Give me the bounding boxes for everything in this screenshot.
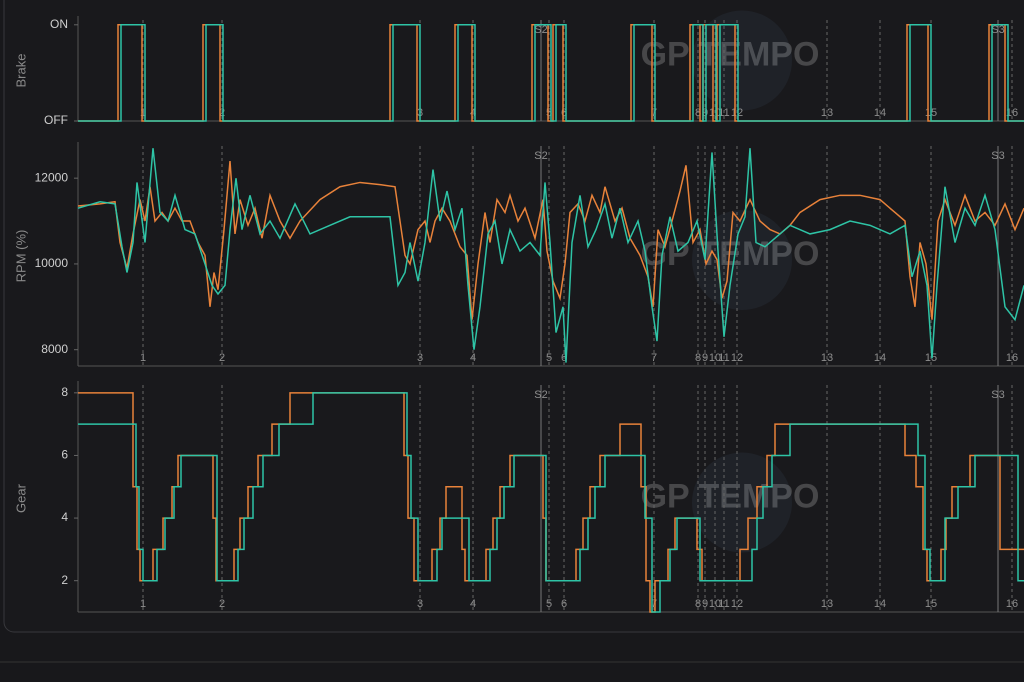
y-tick-label: 6 [61,448,68,462]
card [3,0,1024,633]
corner-label: 7 [651,107,657,119]
corner-label: 6 [561,598,567,610]
corner-label: 1 [140,352,146,364]
y-tick-label: 10000 [35,256,69,270]
corner-label: 3 [417,352,423,364]
sector-label: S3 [991,389,1004,401]
corner-label: 10 [709,107,721,119]
corner-label: 11 [718,352,729,364]
corner-label: 11 [718,107,729,119]
corner-label: 5 [546,107,552,119]
y-tick-label: OFF [44,113,68,127]
corner-label: 2 [219,107,225,119]
series-line [77,148,1024,363]
corner-label: 9 [702,598,708,610]
corner-label: 2 [219,352,225,364]
corner-label: 16 [1006,352,1018,364]
y-tick-label: 8 [61,385,68,399]
corner-label: 13 [821,598,833,610]
corner-label: 8 [695,598,701,610]
corner-label: 9 [702,352,708,364]
corner-label: 7 [651,352,657,364]
corner-label: 13 [821,352,833,364]
corner-label: 12 [731,352,743,364]
series-line [78,392,1024,613]
corner-label: 15 [925,352,937,364]
corner-label: 2 [219,598,225,610]
y-axis-label: Brake [13,54,28,88]
sector-label: S3 [991,150,1004,162]
y-axis-label: Gear [13,483,28,513]
corner-label: 4 [470,598,476,610]
corner-label: 15 [925,598,937,610]
sector-label: S2 [534,24,547,36]
corner-label: 5 [546,598,552,610]
corner-label: 13 [821,107,833,119]
corner-label: 14 [874,352,886,364]
corner-label: 4 [470,107,476,119]
corner-label: 5 [546,352,552,364]
corner-label: 4 [470,352,476,364]
sector-label: S3 [991,24,1004,36]
corner-label: 9 [702,107,708,119]
corner-label: 14 [874,107,886,119]
corner-label: 1 [140,598,146,610]
series-line [77,160,1024,320]
corner-label: 3 [417,598,423,610]
corner-label: 12 [731,598,743,610]
y-tick-label: 12000 [35,170,69,184]
corner-label: 12 [731,107,743,119]
corner-label: 11 [718,598,729,610]
corner-label: 7 [651,598,657,610]
corner-label: 1 [140,107,146,119]
series-line [78,24,1024,122]
y-tick-label: ON [50,17,68,31]
corner-label: 10 [709,352,721,364]
corner-label: 14 [874,598,886,610]
corner-label: 6 [561,352,567,364]
y-tick-label: 8000 [41,342,68,356]
corner-label: 16 [1006,598,1018,610]
corner-label: 8 [695,107,701,119]
y-tick-label: 2 [61,573,68,587]
watermark: GP TEMPO [641,477,820,515]
sector-label: S2 [534,389,547,401]
corner-label: 16 [1006,107,1018,119]
corner-label: 10 [709,598,721,610]
watermark: GP TEMPO [641,35,820,73]
corner-label: 6 [561,107,567,119]
corner-label: 8 [695,352,701,364]
sector-label: S2 [534,150,547,162]
y-axis-label: RPM (%) [13,230,28,283]
y-tick-label: 4 [61,510,68,524]
